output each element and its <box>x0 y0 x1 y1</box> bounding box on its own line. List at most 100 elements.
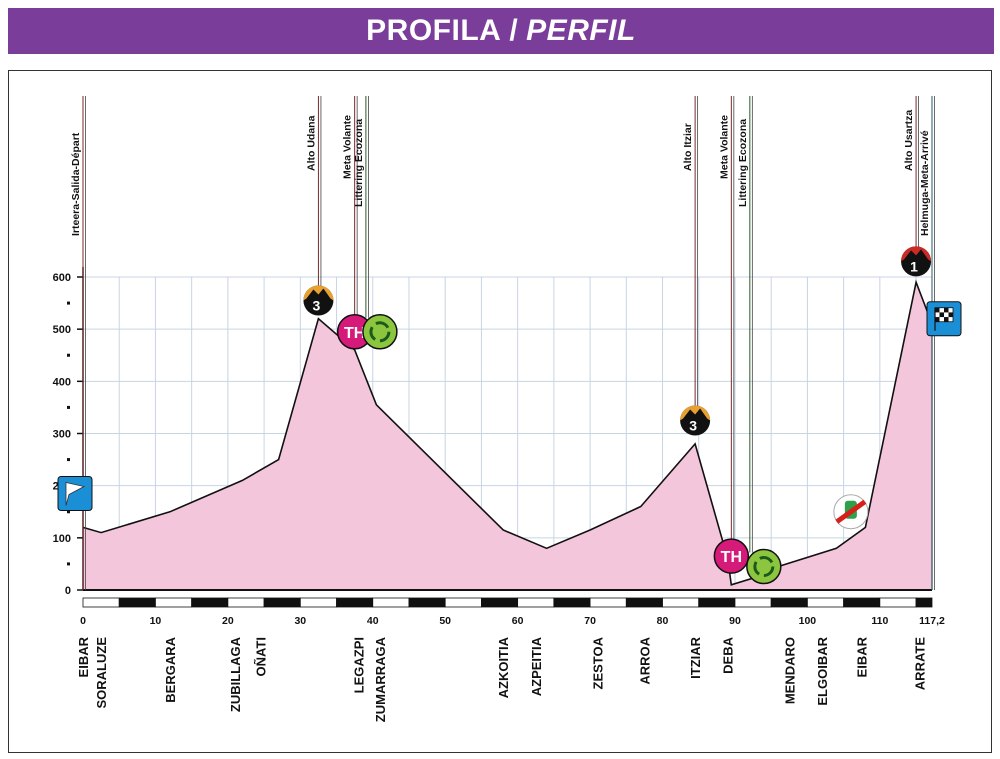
climb-icon-mountain <box>680 405 711 421</box>
x-tick-label: 70 <box>584 615 596 627</box>
title-alt: PERFIL <box>526 14 636 47</box>
town-label: ELGOIBAR <box>815 636 830 705</box>
sprint-icon: TH <box>336 314 373 350</box>
km-scale-segment <box>553 597 591 608</box>
recycle-icon <box>362 314 398 350</box>
flag-icon-flag <box>65 481 86 506</box>
x-tick-label: 60 <box>512 615 524 627</box>
x-tick-label: 30 <box>294 615 306 627</box>
climb-category-icon: 3 <box>303 285 334 316</box>
town-label: DEBA <box>721 636 736 673</box>
climb-category-number: 3 <box>313 297 321 313</box>
km-scale-segment <box>770 597 808 608</box>
climb-icon-base <box>303 285 334 316</box>
km-scale-segment <box>734 597 772 608</box>
town-label: ZESTOA <box>590 636 605 689</box>
y-tick-label: 300 <box>53 429 71 441</box>
y-minor-tick <box>67 562 70 566</box>
town-label: EIBAR <box>76 636 91 677</box>
x-tick-label: 10 <box>150 615 162 627</box>
chart-frame <box>8 70 992 753</box>
title-main: PROFILA <box>366 14 502 47</box>
flag-check <box>935 317 940 322</box>
climb-icon-mountain <box>303 285 334 301</box>
title-separator: / <box>509 14 519 47</box>
title-banner: PROFILA / PERFIL <box>8 8 994 54</box>
climb-category-number: 3 <box>689 417 697 433</box>
km-scale-segment <box>299 597 337 608</box>
km-scale-segment <box>807 597 845 608</box>
km-scale-segment <box>372 597 410 608</box>
km-scale-segment <box>408 597 446 608</box>
km-scale-segment <box>915 597 933 608</box>
sprint-icon: TH <box>713 538 750 574</box>
town-label: ARRATE <box>913 637 928 691</box>
x-tick-label: 80 <box>657 615 669 627</box>
marker-label: Alto Udana <box>305 115 317 171</box>
profile-line <box>82 279 933 586</box>
climb-category-icon: 1 <box>901 246 932 277</box>
km-scale-segment <box>589 597 627 608</box>
km-scale-segment <box>155 597 193 608</box>
town-label: EIBAR <box>855 636 870 677</box>
climb-icon-base <box>680 405 711 436</box>
markers: Irteera-Salida-Départ Alto Udana 3 Meta Vol… <box>57 96 962 590</box>
y-minor-tick <box>67 353 70 357</box>
profile-area <box>83 282 932 590</box>
marker-label: Littering Ecozona <box>737 119 749 207</box>
start-flag-icon <box>57 475 93 511</box>
town-label: OÑATI <box>253 637 268 676</box>
x-tick-label: 50 <box>439 615 451 627</box>
flag-check <box>944 307 949 313</box>
km-scale-segment <box>625 597 663 608</box>
x-tick-label: 20 <box>222 615 234 627</box>
km-scale-segment <box>481 597 519 608</box>
town-label: LEGAZPI <box>351 637 366 693</box>
x-tick-label: 100 <box>799 615 817 627</box>
profile-area-group <box>82 279 933 590</box>
marker-label: Meta Volante <box>342 115 354 179</box>
y-minor-tick <box>67 458 70 462</box>
sprint-icon-circle <box>713 538 750 574</box>
y-tick-label: 500 <box>53 324 71 336</box>
x-tick-label: 117,2 <box>919 615 945 627</box>
town-label: SORALUZE <box>94 637 109 709</box>
feed-zone-icon <box>833 494 869 530</box>
km-scale-segment <box>191 597 229 608</box>
km-scale-segment <box>118 597 156 608</box>
km-scale-segment <box>843 597 881 608</box>
flag-check <box>939 312 944 318</box>
x-tick-label: 110 <box>871 615 888 627</box>
recycle-icon-circle <box>362 314 398 350</box>
km-scale-segment <box>82 597 120 608</box>
km-scale-segment <box>263 597 301 608</box>
y-minor-tick <box>67 405 70 409</box>
km-scale-segment <box>336 597 374 608</box>
town-label: MENDARO <box>782 637 797 704</box>
marker-label: Littering Ecozona <box>353 119 365 207</box>
flag-check <box>944 317 949 322</box>
axes: 0100200300400500600010203040506070809010… <box>53 267 945 627</box>
climb-icon-base <box>901 246 932 277</box>
marker-label: Alto Usartza <box>903 110 915 171</box>
km-scale-segment <box>662 597 700 608</box>
town-label: ITZIAR <box>688 636 703 678</box>
km-scale-segment <box>227 597 265 608</box>
town-label: ZUMARRAGA <box>373 636 388 722</box>
x-tick-label: 90 <box>729 615 741 627</box>
climb-icon-mountain <box>901 246 932 262</box>
town-label: BERGARA <box>163 636 178 702</box>
flag-check <box>935 307 940 313</box>
y-minor-tick <box>67 510 70 514</box>
y-minor-tick <box>67 301 70 305</box>
km-scale-segment <box>698 597 736 608</box>
km-scale-segment <box>444 597 482 608</box>
finish-flag-icon <box>926 301 962 337</box>
marker-label: Alto Itziar <box>682 123 694 171</box>
town-label: AZPEITIA <box>529 636 544 696</box>
feed-icon-slash <box>835 499 867 524</box>
y-tick-label: 400 <box>53 376 71 388</box>
recycle-icon <box>746 548 782 585</box>
recycle-icon-circle <box>746 548 782 585</box>
